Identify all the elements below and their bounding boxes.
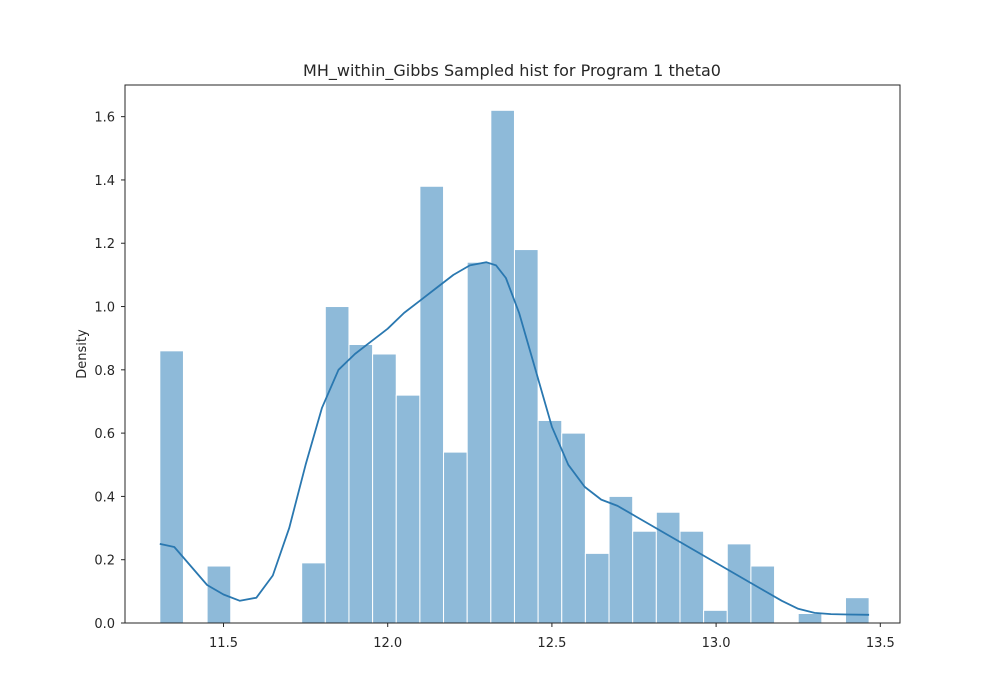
y-tick-label: 0.8 xyxy=(94,364,115,379)
histogram-bar xyxy=(608,495,634,624)
y-axis-label: Density xyxy=(75,329,90,379)
histogram-bar xyxy=(655,511,681,624)
histogram-bar xyxy=(395,394,421,624)
y-ticks: 0.0 0.2 0.4 0.6 0.8 1.0 1.2 1.4 1.6 xyxy=(94,111,125,632)
histogram-bar xyxy=(844,597,870,624)
x-tick-label: 12.5 xyxy=(537,636,566,651)
y-tick-label: 1.6 xyxy=(94,111,115,126)
plot-frame xyxy=(124,84,901,624)
histogram-bars xyxy=(159,109,870,624)
kde-curve-group xyxy=(159,261,870,616)
histogram-bar xyxy=(726,543,752,624)
histogram-bar xyxy=(348,344,374,624)
histogram-bar xyxy=(419,185,445,624)
histogram-bar xyxy=(206,565,232,624)
y-tick-label: 0.4 xyxy=(94,490,115,505)
histogram-bar xyxy=(561,432,586,624)
histogram-bar xyxy=(537,419,563,624)
kde-curve xyxy=(159,261,870,616)
histogram-bar xyxy=(584,552,610,624)
chart-title: MH_within_Gibbs Sampled hist for Program… xyxy=(303,61,721,81)
histogram-bar xyxy=(513,249,539,624)
histogram-bar xyxy=(324,306,350,624)
x-tick-label: 13.5 xyxy=(866,636,895,651)
x-tick-label: 13.0 xyxy=(702,636,731,651)
histogram-bar xyxy=(372,353,397,624)
y-tick-label: 1.0 xyxy=(94,301,115,316)
y-tick-label: 1.2 xyxy=(94,237,115,252)
histogram-bar xyxy=(490,109,515,624)
y-tick-label: 0.6 xyxy=(94,427,115,442)
y-tick-label: 0.0 xyxy=(94,617,115,632)
y-tick-label: 1.4 xyxy=(94,174,115,189)
histogram-bar xyxy=(632,530,657,624)
histogram-bar xyxy=(301,562,326,624)
x-tick-label: 11.5 xyxy=(209,636,238,651)
x-ticks: 11.5 12.0 12.5 13.0 13.5 xyxy=(209,623,895,651)
histogram-bar xyxy=(703,609,728,624)
y-tick-label: 0.2 xyxy=(94,554,115,569)
histogram-bar xyxy=(797,613,823,624)
histogram-bar xyxy=(159,350,184,624)
x-tick-label: 12.0 xyxy=(373,636,402,651)
histogram-bar xyxy=(466,261,492,624)
histogram-bar xyxy=(443,451,468,624)
